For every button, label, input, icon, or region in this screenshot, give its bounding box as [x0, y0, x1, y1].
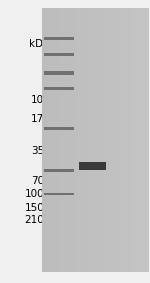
- FancyBboxPatch shape: [44, 53, 74, 56]
- Text: 35: 35: [31, 146, 44, 156]
- Text: 70: 70: [31, 176, 44, 186]
- Text: 17: 17: [31, 113, 44, 123]
- FancyBboxPatch shape: [44, 169, 74, 172]
- FancyBboxPatch shape: [44, 87, 74, 90]
- Text: 150: 150: [25, 203, 44, 213]
- FancyBboxPatch shape: [44, 37, 74, 40]
- Text: 210: 210: [25, 215, 44, 225]
- Text: 100: 100: [25, 188, 44, 198]
- FancyBboxPatch shape: [44, 193, 74, 195]
- FancyBboxPatch shape: [44, 127, 74, 130]
- FancyBboxPatch shape: [51, 40, 134, 243]
- Text: kDa: kDa: [29, 39, 50, 50]
- Text: 10: 10: [31, 95, 44, 105]
- FancyBboxPatch shape: [79, 162, 106, 170]
- FancyBboxPatch shape: [44, 71, 74, 75]
